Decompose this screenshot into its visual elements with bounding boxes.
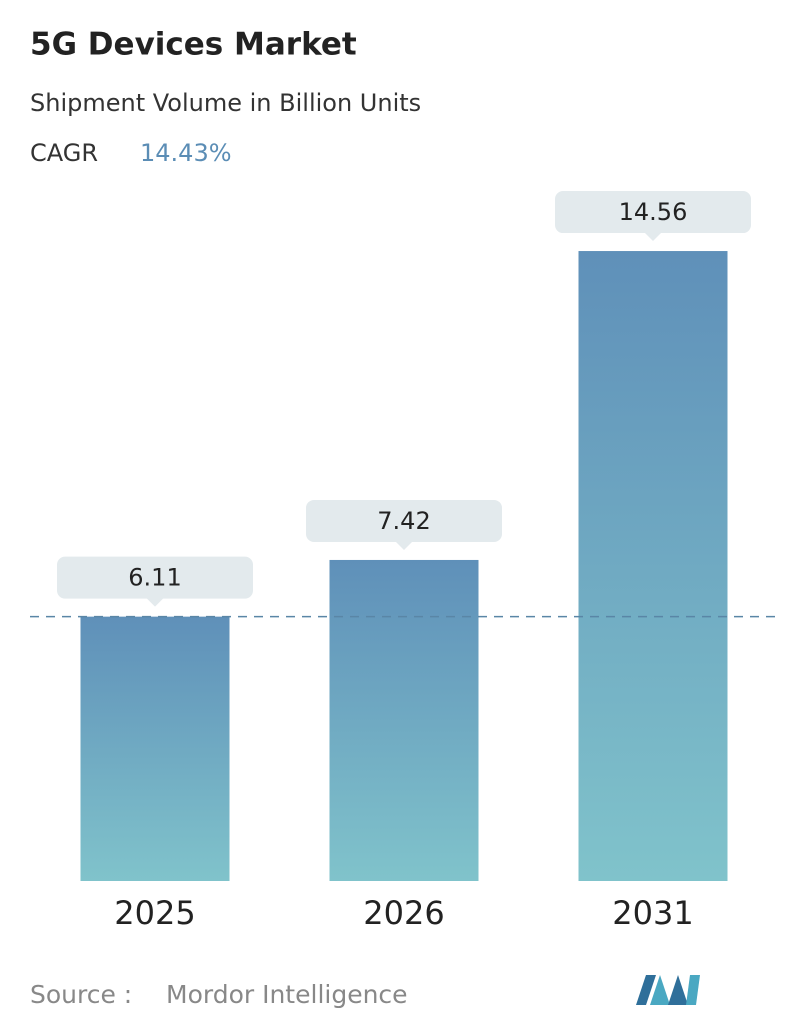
chart-title: 5G Devices Market xyxy=(30,27,357,63)
bar xyxy=(329,559,479,881)
source-name: Mordor Intelligence xyxy=(166,980,408,1009)
bar xyxy=(578,251,728,881)
bar xyxy=(80,616,230,881)
value-label-box xyxy=(57,556,253,599)
x-tick-label: 2026 xyxy=(363,894,444,932)
cagr-value: 14.43% xyxy=(140,139,232,167)
value-label: 6.11 xyxy=(128,564,181,592)
value-label-pointer xyxy=(395,540,413,550)
value-label-box xyxy=(306,499,502,542)
cagr-label: CAGR xyxy=(30,139,98,167)
value-label-pointer xyxy=(644,232,662,242)
value-label: 7.42 xyxy=(377,507,430,535)
value-label-pointer xyxy=(146,597,164,607)
x-tick-label: 2031 xyxy=(612,894,693,932)
value-label: 14.56 xyxy=(619,198,688,226)
logo xyxy=(636,975,700,1005)
x-tick-label: 2025 xyxy=(114,894,195,932)
plot: 2025 6.11 2026 7.42 2031 14.56 xyxy=(30,191,780,932)
chart-subtitle: Shipment Volume in Billion Units xyxy=(30,89,421,117)
source-label: Source : xyxy=(30,980,132,1009)
value-label-box xyxy=(555,191,751,234)
